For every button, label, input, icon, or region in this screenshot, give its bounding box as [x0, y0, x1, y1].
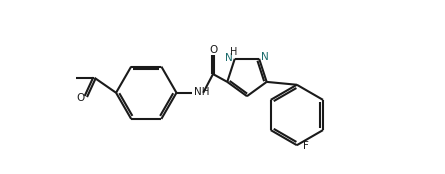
Text: H: H [230, 46, 237, 57]
Text: O: O [77, 93, 85, 103]
Text: NH: NH [194, 87, 209, 97]
Text: F: F [303, 141, 309, 151]
Text: N: N [261, 52, 269, 62]
Text: O: O [209, 45, 217, 55]
Text: N: N [225, 53, 233, 63]
